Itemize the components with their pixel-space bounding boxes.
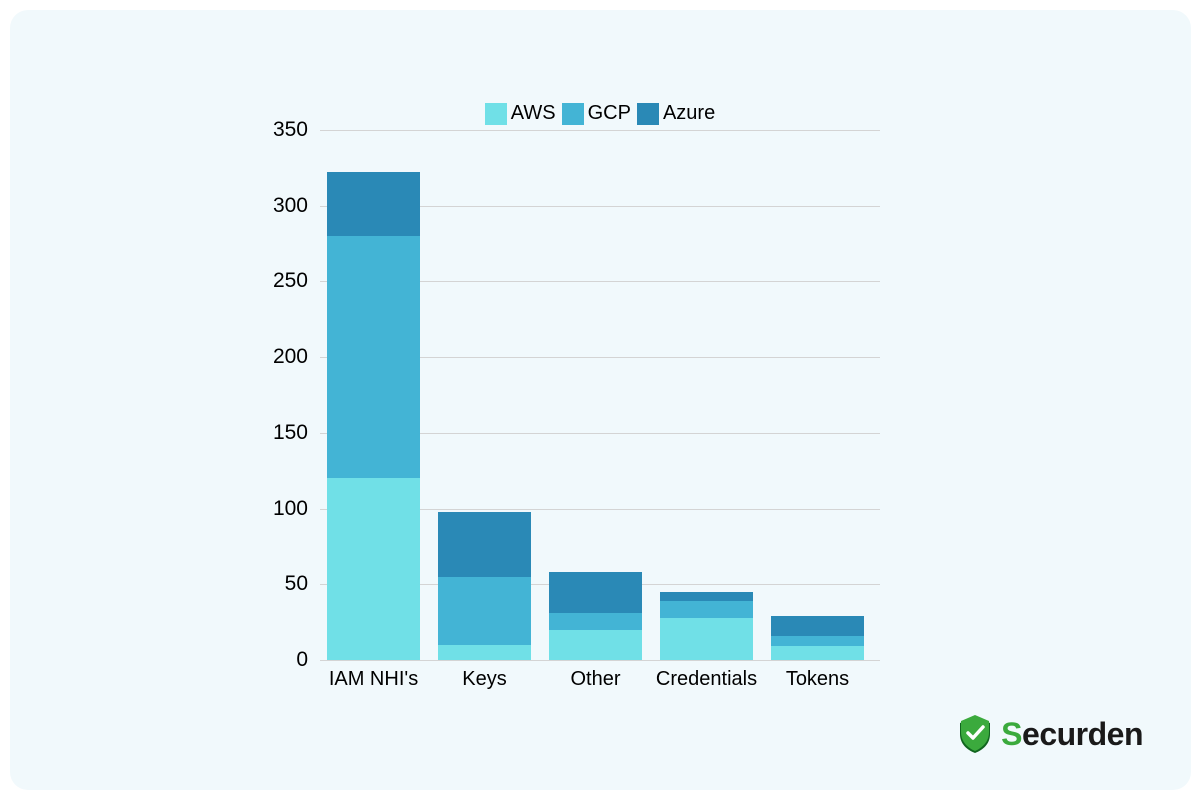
legend-item-aws: AWS (485, 102, 556, 125)
bar-segment-aws (438, 645, 531, 660)
y-tick-label: 50 (248, 572, 308, 596)
bar-stack (438, 512, 531, 660)
bar-segment-gcp (771, 636, 864, 647)
x-tick-label: Keys (462, 668, 506, 691)
bar-stack (549, 572, 642, 660)
bar-stack (660, 592, 753, 660)
bar-segment-gcp (549, 613, 642, 630)
bar-segment-gcp (660, 601, 753, 618)
x-tick-label: Other (570, 668, 620, 691)
legend-label-gcp: GCP (588, 102, 631, 125)
logo-text-accent: S (1001, 716, 1022, 752)
bar-segment-gcp (327, 236, 420, 478)
legend-label-aws: AWS (511, 102, 556, 125)
logo-text: Securden (1001, 716, 1143, 753)
y-tick-label: 150 (248, 421, 308, 445)
bar-segment-aws (327, 478, 420, 660)
bar-segment-aws (549, 630, 642, 660)
x-tick-label: Tokens (786, 668, 849, 691)
x-tick-label: IAM NHI's (329, 668, 418, 691)
legend: AWS GCP Azure (320, 102, 880, 125)
logo-text-rest: ecurden (1022, 716, 1143, 752)
bar-segment-aws (771, 646, 864, 660)
chart-card: AWS GCP Azure 0 50 100 150 200 250 300 350 IAM … (10, 10, 1191, 790)
y-tick-label: 200 (248, 345, 308, 369)
bar-segment-azure (327, 172, 420, 236)
legend-swatch-gcp (562, 103, 584, 125)
legend-label-azure: Azure (663, 102, 715, 125)
gridline (320, 130, 880, 131)
bar-segment-azure (660, 592, 753, 601)
chart-area: AWS GCP Azure 050100150200250300350 IAM … (320, 130, 880, 660)
plot-region: AWS GCP Azure 050100150200250300350 IAM … (320, 130, 880, 660)
legend-swatch-azure (637, 103, 659, 125)
bar-segment-gcp (438, 577, 531, 645)
bar-segment-azure (549, 572, 642, 613)
bar-segment-aws (660, 618, 753, 660)
bar-stack (327, 172, 420, 660)
legend-item-azure: Azure (637, 102, 715, 125)
shield-icon (955, 714, 995, 754)
y-tick-label: 300 (248, 194, 308, 218)
y-tick-label: 250 (248, 269, 308, 293)
bar-segment-azure (438, 512, 531, 577)
securden-logo: Securden (955, 714, 1143, 754)
legend-item-gcp: GCP (562, 102, 631, 125)
bar-stack (771, 616, 864, 660)
bar-segment-azure (771, 616, 864, 636)
y-tick-label: 350 (248, 118, 308, 142)
x-tick-label: Credentials (656, 668, 757, 691)
y-tick-label: 0 (248, 648, 308, 672)
y-tick-label: 100 (248, 497, 308, 521)
legend-swatch-aws (485, 103, 507, 125)
gridline (320, 660, 880, 661)
